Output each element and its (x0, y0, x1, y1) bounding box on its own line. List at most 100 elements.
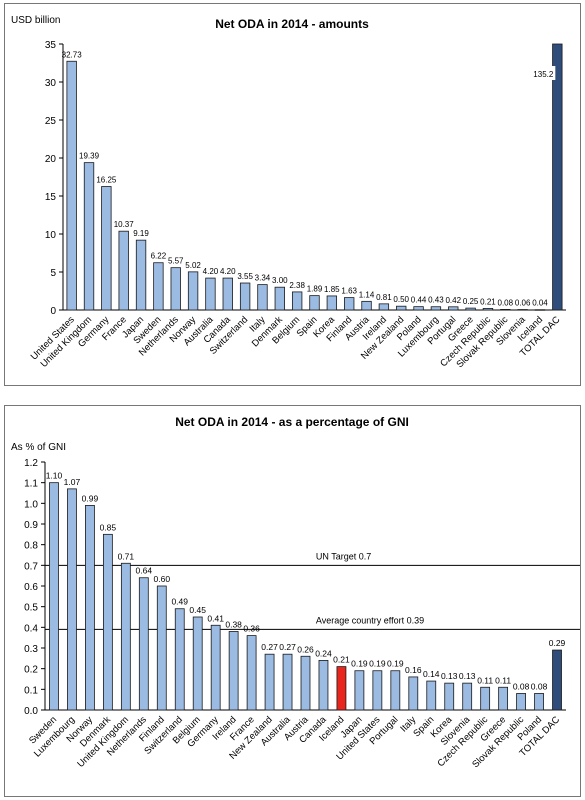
bar (430, 306, 442, 311)
y-tick-label: 0.9 (24, 520, 38, 531)
value-label: 6.22 (151, 252, 167, 261)
bar (361, 300, 372, 311)
chart-panel-gni: Net ODA in 2014 - as a percentage of GNI… (4, 405, 581, 797)
bar (239, 282, 251, 311)
bar (378, 303, 390, 311)
value-label: 0.13 (459, 671, 476, 681)
value-label: 1.63 (341, 287, 357, 296)
bar (264, 653, 275, 711)
y-axis-label: As % of GNI (11, 442, 66, 453)
y-tick-label: 0.3 (24, 644, 38, 655)
bar (444, 682, 455, 711)
bar (153, 262, 164, 311)
bar (498, 686, 509, 711)
value-label: 0.43 (428, 296, 444, 305)
bar (291, 291, 303, 311)
bar (228, 631, 239, 711)
value-label: 5.57 (168, 257, 184, 266)
bar (326, 295, 338, 311)
y-tick-label: 0.6 (24, 582, 38, 593)
value-label: 0.24 (315, 648, 332, 658)
value-label: 0.41 (207, 613, 224, 623)
bar (156, 585, 167, 711)
y-tick-label: 25 (45, 116, 57, 127)
y-tick-label: 0.0 (24, 706, 38, 717)
value-label: 0.11 (477, 675, 493, 685)
value-label: 0.71 (118, 551, 135, 561)
value-label: 0.13 (441, 671, 458, 681)
bar (408, 676, 419, 711)
y-tick-label: 0.7 (24, 561, 38, 572)
bar (187, 271, 199, 311)
bar (282, 653, 293, 711)
value-label: 3.55 (237, 272, 253, 281)
chart-panel-amounts: Net ODA in 2014 - amounts USD billion 0 5… (4, 3, 581, 386)
value-label: 3.00 (272, 276, 288, 285)
bar (413, 306, 424, 311)
value-label: 0.38 (225, 619, 242, 629)
bar (205, 277, 216, 311)
bar (274, 286, 285, 311)
value-label: 0.19 (387, 659, 404, 669)
bar (426, 680, 437, 711)
value-label: 3.34 (255, 274, 271, 283)
value-label: 32.73 (62, 50, 83, 59)
value-label: 1.10 (46, 471, 63, 481)
value-label: 0.08 (498, 298, 514, 307)
value-label: 0.29 (549, 638, 566, 648)
bar (120, 562, 131, 711)
y-tick-label: 0.2 (24, 665, 38, 676)
bar (135, 239, 147, 311)
y-tick-label: 0.1 (24, 685, 38, 696)
y-tick-label: 0.8 (24, 541, 38, 552)
bar (49, 482, 59, 711)
bar (344, 297, 355, 311)
value-label: 4.20 (203, 267, 219, 276)
bar (257, 284, 268, 311)
value-label: 0.99 (82, 493, 99, 503)
value-label: 0.04 (532, 299, 548, 308)
value-label: 0.85 (100, 522, 117, 532)
bar (85, 505, 95, 711)
bar (309, 295, 320, 311)
bar (192, 616, 203, 711)
bar (354, 670, 365, 711)
bar (462, 682, 473, 711)
y-tick-label: 0.4 (24, 623, 38, 634)
bar (222, 277, 233, 311)
bar (480, 686, 491, 711)
value-label: 0.08 (531, 681, 548, 691)
value-label: 0.81 (376, 293, 392, 302)
chart-title: Net ODA in 2014 - as a percentage of GNI (175, 415, 409, 429)
value-label: 0.50 (393, 295, 409, 304)
bar (300, 655, 311, 711)
value-label: 0.36 (243, 624, 260, 634)
bar (138, 577, 149, 711)
reference-line-label: UN Target 0.7 (316, 551, 371, 561)
bar (552, 649, 562, 711)
value-label: 0.21 (333, 655, 350, 665)
value-label: 0.44 (411, 296, 427, 305)
value-label: 0.27 (279, 642, 296, 652)
bar (336, 666, 347, 711)
y-tick-label: 1.0 (24, 499, 38, 510)
bar (372, 670, 383, 711)
value-label: 0.11 (495, 675, 511, 685)
bar (390, 670, 401, 711)
y-tick-label: 20 (45, 154, 57, 165)
bar (83, 162, 95, 311)
value-label: 135.2 (533, 70, 554, 79)
value-label: 0.49 (171, 597, 188, 607)
value-label: 1.07 (64, 477, 81, 487)
y-tick-label: 1.2 (24, 458, 38, 469)
bar (396, 305, 407, 311)
bar (500, 308, 511, 311)
y-tick-label: 1.1 (24, 479, 38, 490)
chart-amounts: Net ODA in 2014 - amounts USD billion 0 5… (11, 15, 566, 370)
bar (534, 693, 544, 711)
value-label: 9.19 (133, 229, 149, 238)
bar (101, 186, 112, 311)
y-tick-label: 0.5 (24, 603, 38, 614)
value-label: 0.26 (297, 644, 314, 654)
bar (118, 230, 129, 311)
